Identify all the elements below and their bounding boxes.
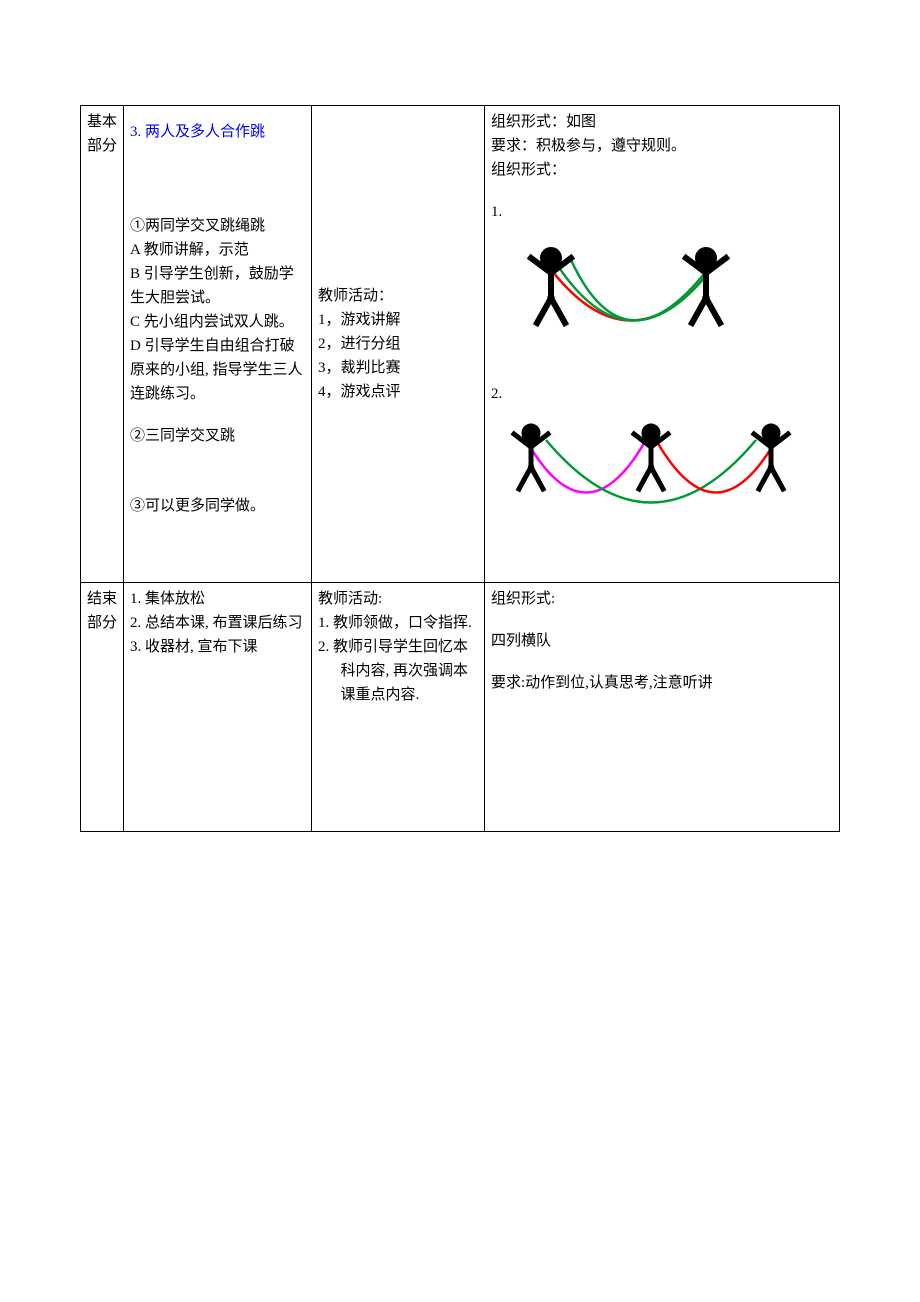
teacher-item: 1. 教师领做，口令指挥.: [318, 611, 478, 635]
rope-diagram-1: [491, 228, 771, 378]
content-item: D 引导学生自由组合打破原来的小组, 指导学生三人连跳练习。: [130, 334, 305, 406]
content-item: ①两同学交叉跳绳跳: [130, 214, 305, 238]
diagram-three-person: [491, 406, 833, 554]
teacher-item: 2. 教师引导学生回忆本科内容, 再次强调本课重点内容.: [318, 635, 478, 707]
content-title: 3. 两人及多人合作跳: [130, 120, 305, 144]
document-page: 基本部分 3. 两人及多人合作跳 ①两同学交叉跳绳跳 A 教师讲解，示范 B 引…: [0, 0, 920, 1302]
content-item: ③可以更多同学做。: [130, 494, 305, 518]
diagram-two-person: [491, 224, 833, 382]
content-item: 1. 集体放松: [130, 587, 305, 611]
lesson-plan-table: 基本部分 3. 两人及多人合作跳 ①两同学交叉跳绳跳 A 教师讲解，示范 B 引…: [80, 105, 840, 832]
table-row: 基本部分 3. 两人及多人合作跳 ①两同学交叉跳绳跳 A 教师讲解，示范 B 引…: [81, 106, 840, 583]
teacher-heading: 教师活动:: [318, 587, 478, 611]
content-cell-end: 1. 集体放松 2. 总结本课, 布置课后练习 3. 收器材, 宣布下课: [124, 583, 312, 832]
section-label-text: 基本部分: [87, 110, 117, 158]
section-label-text: 结束部分: [87, 587, 117, 635]
org-line: 组织形式:: [491, 587, 833, 611]
section-label-end: 结束部分: [81, 583, 124, 832]
teacher-item: 3，裁判比赛: [318, 356, 478, 380]
teacher-item: 2，进行分组: [318, 332, 478, 356]
content-item: ②三同学交叉跳: [130, 424, 305, 448]
teacher-item: 1，游戏讲解: [318, 308, 478, 332]
content-item: 2. 总结本课, 布置课后练习: [130, 611, 305, 635]
teacher-item: 4，游戏点评: [318, 380, 478, 404]
rope-diagram-2: [491, 410, 811, 550]
org-line: 要求：积极参与，遵守规则。: [491, 134, 833, 158]
org-line: 四列横队: [491, 629, 833, 653]
org-cell-basic: 组织形式：如图 要求：积极参与，遵守规则。 组织形式： 1.: [485, 106, 840, 583]
diagram-label: 2.: [491, 382, 833, 406]
diagram-label: 1.: [491, 200, 833, 224]
content-item: 3. 收器材, 宣布下课: [130, 635, 305, 659]
teacher-heading: 教师活动：: [318, 284, 478, 308]
org-line: 要求:动作到位,认真思考,注意听讲: [491, 671, 833, 695]
content-item: C 先小组内尝试双人跳。: [130, 310, 305, 334]
org-line: 组织形式：: [491, 158, 833, 182]
section-label-basic: 基本部分: [81, 106, 124, 583]
content-item: A 教师讲解，示范: [130, 238, 305, 262]
table-row: 结束部分 1. 集体放松 2. 总结本课, 布置课后练习 3. 收器材, 宣布下…: [81, 583, 840, 832]
org-line: 组织形式：如图: [491, 110, 833, 134]
content-item: B 引导学生创新，鼓励学生大胆尝试。: [130, 262, 305, 310]
teacher-cell-basic: 教师活动： 1，游戏讲解 2，进行分组 3，裁判比赛 4，游戏点评: [312, 106, 485, 583]
org-cell-end: 组织形式: 四列横队 要求:动作到位,认真思考,注意听讲: [485, 583, 840, 832]
content-cell-basic: 3. 两人及多人合作跳 ①两同学交叉跳绳跳 A 教师讲解，示范 B 引导学生创新…: [124, 106, 312, 583]
teacher-cell-end: 教师活动: 1. 教师领做，口令指挥. 2. 教师引导学生回忆本科内容, 再次强…: [312, 583, 485, 832]
